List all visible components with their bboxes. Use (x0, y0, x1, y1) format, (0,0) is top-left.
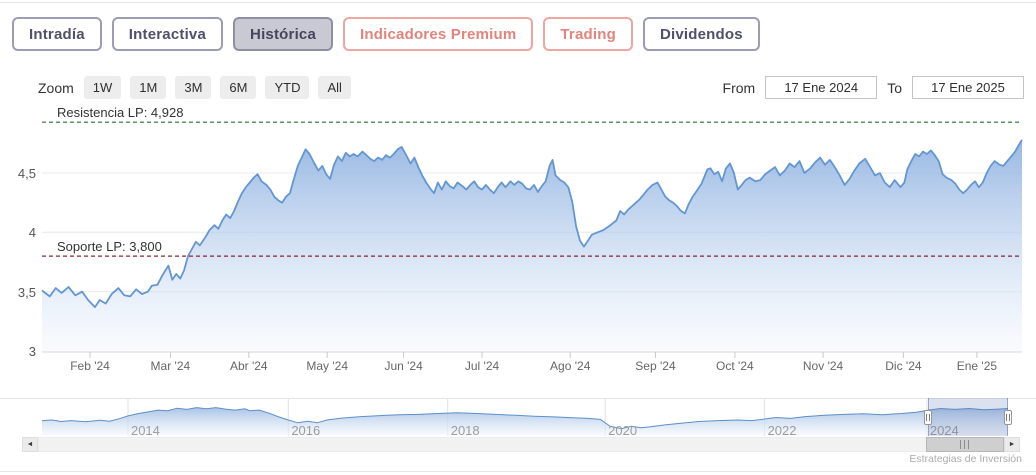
x-axis-label-jul-24: Jul '24 (464, 359, 500, 373)
plot-lines (42, 121, 1022, 257)
price-line (41, 139, 1023, 308)
x-axis-label-nov-24: Nov '24 (802, 359, 844, 373)
to-date-input[interactable] (912, 76, 1024, 99)
tab-indicadores-premium[interactable]: Indicadores Premium (343, 17, 534, 51)
grip-dots-icon (960, 440, 970, 449)
tab-bar: Intradía Interactiva Histórica Indicadores … (12, 17, 760, 51)
zoom-range-1m[interactable]: 1M (130, 76, 167, 99)
y-axis-label-3: 3 (28, 344, 36, 360)
scrollbar-track[interactable] (38, 437, 1004, 452)
x-axis-label-ene-25: Ene '25 (956, 359, 998, 373)
zoom-label: Zoom (38, 79, 74, 96)
top-divider (0, 2, 1036, 3)
chart-credit: Estrategias de Inversión (909, 453, 1022, 465)
zoom-range-toolbar: Zoom 1W 1M 3M 6M YTD All (38, 76, 351, 99)
navigator-year-2014: 2014 (130, 423, 160, 438)
x-axis-label-ago-24: Ago '24 (550, 359, 591, 373)
tab-interactiva[interactable]: Interactiva (111, 17, 224, 51)
navigator-line (41, 407, 1009, 430)
to-label: To (887, 79, 902, 96)
navigator-selected-range[interactable] (927, 398, 1008, 436)
scrollbar-thumb[interactable] (926, 437, 1004, 452)
x-axis-label-jun-24: Jun '24 (384, 359, 423, 373)
scrollbar-right-arrow-icon[interactable]: ► (1004, 437, 1020, 452)
navigator-area (42, 407, 1008, 435)
zoom-range-1w[interactable]: 1W (83, 76, 122, 99)
navigator-year-2018: 2018 (450, 423, 480, 438)
plot-line-label-soporte-lp: Soporte LP: 3,800 (57, 239, 162, 255)
x-axis-label-oct-24: Oct '24 (716, 359, 754, 373)
from-date-input[interactable] (765, 76, 878, 99)
navigator-year-2020: 2020 (608, 423, 638, 438)
navigator-mini-chart[interactable] (0, 398, 1036, 436)
x-axis (42, 351, 1022, 358)
plot-line-label-resistencia-lp: Resistencia LP: 4,928 (57, 105, 184, 121)
price-chart-plot-area[interactable] (0, 95, 1036, 361)
x-axis-label-may-24: May '24 (306, 359, 348, 373)
bottom-divider (0, 471, 1036, 472)
x-axis-label-mar-24: Mar '24 (150, 359, 191, 373)
price-area (42, 139, 1022, 352)
navigator-handle-left[interactable] (923, 410, 932, 425)
x-axis-label-dic-24: Dic '24 (885, 359, 922, 373)
zoom-range-6m[interactable]: 6M (220, 76, 257, 99)
date-range-toolbar: From To (723, 76, 1024, 99)
tab-historica[interactable]: Histórica (233, 17, 334, 51)
zoom-range-3m[interactable]: 3M (175, 76, 212, 99)
navigator-handle-right[interactable] (1004, 410, 1012, 425)
navigator-year-2016: 2016 (291, 423, 321, 438)
y-axis-label-4-5: 4,5 (17, 166, 36, 181)
x-axis-label-feb-24: Feb '24 (70, 359, 110, 373)
y-axis-label-3-5: 3,5 (17, 284, 36, 300)
x-axis-label-sep-24: Sep '24 (635, 359, 676, 373)
x-axis-label-abr-24: Abr '24 (229, 359, 268, 373)
navigator-year-2024: 2024 (929, 423, 959, 438)
tab-intradia[interactable]: Intradía (12, 17, 102, 51)
navigator-year-2022: 2022 (767, 423, 797, 438)
from-label: From (722, 79, 756, 96)
y-axis-label-4: 4 (28, 225, 36, 241)
zoom-range-all[interactable]: All (318, 76, 351, 99)
zoom-range-ytd[interactable]: YTD (265, 76, 310, 99)
tab-dividendos[interactable]: Dividendos (642, 17, 760, 51)
scrollbar-left-arrow-icon[interactable]: ◄ (22, 437, 38, 452)
tab-trading[interactable]: Trading (543, 17, 633, 51)
